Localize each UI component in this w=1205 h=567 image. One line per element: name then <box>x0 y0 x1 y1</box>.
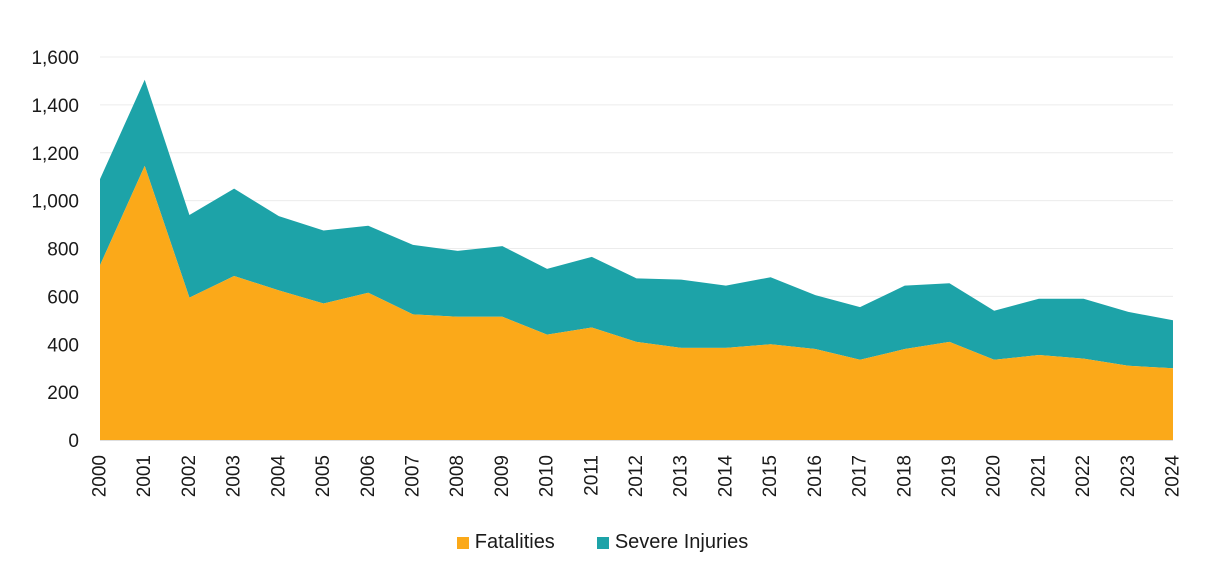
x-tick-label: 2009 <box>492 455 513 497</box>
legend: Fatalities Severe Injuries <box>0 531 1205 554</box>
area-series <box>100 79 1173 441</box>
y-axis-ticks: 0 200 400 600 800 1,000 1,200 1,400 1,600 <box>31 48 79 452</box>
legend-swatch-fatalities <box>456 536 469 549</box>
x-tick-label: 2003 <box>224 455 245 497</box>
y-tick-label: 600 <box>47 287 79 308</box>
x-tick-label: 2024 <box>1163 455 1184 498</box>
x-tick-label: 2002 <box>179 455 200 497</box>
legend-label-fatalities: Fatalities <box>474 531 555 553</box>
y-tick-label: 200 <box>47 383 79 404</box>
x-tick-label: 2022 <box>1073 455 1094 497</box>
x-tick-label: 2015 <box>760 455 781 497</box>
legend-label-severe-injuries: Severe Injuries <box>614 531 749 553</box>
x-tick-label: 2017 <box>850 455 871 497</box>
y-tick-label: 0 <box>68 431 79 452</box>
area-fatalities <box>100 165 1173 441</box>
x-tick-label: 2020 <box>984 455 1005 497</box>
x-tick-label: 2000 <box>90 455 111 497</box>
legend-item-severe-injuries: Severe Injuries <box>596 531 749 554</box>
y-tick-label: 400 <box>47 335 79 356</box>
y-tick-label: 1,400 <box>31 96 79 117</box>
x-tick-label: 2011 <box>581 455 602 496</box>
x-tick-label: 2005 <box>313 455 334 497</box>
y-tick-label: 1,200 <box>31 144 79 165</box>
x-tick-label: 2018 <box>894 455 915 497</box>
x-tick-label: 2014 <box>715 455 736 498</box>
y-tick-label: 800 <box>47 240 79 261</box>
x-tick-label: 2004 <box>268 455 289 498</box>
y-tick-label: 1,000 <box>31 192 79 213</box>
x-tick-label: 2001 <box>134 455 155 497</box>
x-axis-ticks: 2000 2001 2002 2003 2004 2005 2006 2007 2008 2009… <box>90 455 1184 498</box>
x-tick-label: 2008 <box>447 455 468 497</box>
x-tick-label: 2023 <box>1118 455 1139 497</box>
x-tick-label: 2006 <box>358 455 379 497</box>
x-tick-label: 2012 <box>626 455 647 497</box>
x-tick-label: 2019 <box>939 455 960 497</box>
x-tick-label: 2010 <box>537 455 558 497</box>
x-tick-label: 2007 <box>402 455 423 497</box>
x-tick-label: 2013 <box>671 455 692 497</box>
area-severe-injuries <box>100 79 1173 369</box>
y-tick-label: 1,600 <box>31 48 79 69</box>
legend-item-fatalities: Fatalities <box>456 531 555 554</box>
x-tick-label: 2021 <box>1028 455 1049 497</box>
legend-swatch-severe-injuries <box>596 536 609 549</box>
x-tick-label: 2016 <box>805 455 826 497</box>
